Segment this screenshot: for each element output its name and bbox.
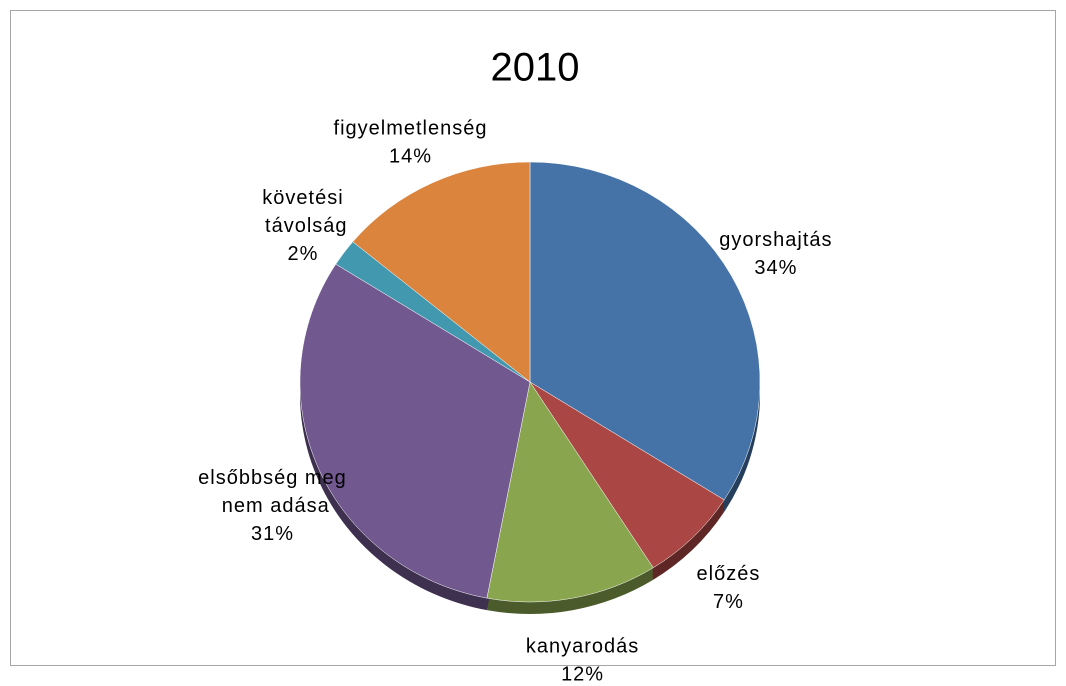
- slice: [529, 161, 761, 501]
- data-label-category: elsőbbség meg nem adása: [198, 467, 347, 517]
- data-label-value: 34%: [754, 257, 797, 279]
- data-label-value: 7%: [713, 591, 744, 613]
- data-label-category: kanyarodás: [526, 636, 639, 658]
- slice: [529, 381, 725, 569]
- data-label-category: előzés: [697, 563, 761, 585]
- slice: [352, 161, 531, 383]
- data-label-category: követési távolság: [258, 187, 347, 237]
- data-label-category: gyorshajtás: [719, 229, 832, 251]
- chart-title: 2010: [491, 46, 580, 90]
- slice: [299, 263, 531, 599]
- data-label-value: 2%: [288, 243, 319, 265]
- data-label-value: 31%: [251, 523, 294, 545]
- slice: [486, 381, 654, 603]
- data-label-category: figyelmetlenség: [334, 117, 488, 139]
- data-label-value: 14%: [389, 145, 432, 167]
- data-label-value: 12%: [561, 664, 604, 686]
